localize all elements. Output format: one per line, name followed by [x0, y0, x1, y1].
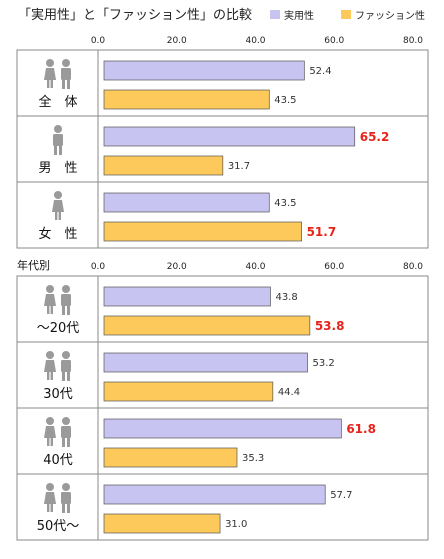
group-label: 男 性 [38, 161, 77, 176]
group-label: 30代 [43, 387, 73, 402]
x-tick-label: 0.0 [91, 36, 106, 46]
male-icon [53, 125, 63, 155]
bar-value-label: 43.8 [275, 292, 297, 303]
couple-icon [44, 483, 71, 513]
bar-value-label: 52.4 [309, 66, 331, 77]
couple-icon [44, 59, 71, 89]
fashion-bar [103, 513, 221, 534]
bar-value-label: 65.2 [360, 130, 390, 144]
bar-value-label: 35.3 [242, 453, 264, 464]
fashion-bar [103, 221, 302, 242]
male-figure-icon-1-2 [61, 417, 71, 447]
x-tick-label: 60.0 [324, 262, 344, 272]
couple-icon [44, 351, 71, 381]
chart-title: 「実用性」と「ファッション性」の比較 [18, 7, 252, 23]
x-tick-label: 20.0 [167, 36, 187, 46]
bar-value-label: 43.5 [274, 95, 296, 106]
bar-value-label: 51.7 [307, 225, 337, 239]
bar-value-label: 44.4 [278, 387, 300, 398]
legend-label-0: 実用性 [284, 9, 314, 22]
bar-value-label: 43.5 [274, 198, 296, 209]
x-tick-label: 40.0 [245, 262, 265, 272]
practical-bar [103, 352, 308, 373]
practical-bar [103, 484, 326, 505]
bar-value-label: 53.8 [315, 319, 345, 333]
x-tick-label: 40.0 [245, 36, 265, 46]
bar-value-label: 31.0 [225, 519, 247, 530]
legend-swatch-1 [341, 10, 351, 19]
practical-bar [103, 418, 342, 439]
male-figure-icon-1-0 [61, 285, 71, 315]
group-label: 全 体 [38, 94, 77, 110]
fashion-bar [103, 447, 238, 468]
couple-icon [44, 285, 71, 315]
legend-swatch-0 [270, 10, 280, 19]
panel-heading: 年代別 [17, 258, 50, 272]
bar-value-label: 57.7 [330, 490, 352, 501]
panel-frame [16, 49, 429, 249]
female-figure-icon-1-3 [44, 483, 56, 512]
female-figure-icon-1-2 [44, 417, 56, 446]
x-tick-label: 80.0 [403, 36, 423, 46]
female-figure-icon-0-0 [44, 59, 56, 88]
female-figure-icon-1-1 [44, 351, 56, 380]
bar-value-label: 61.8 [346, 422, 376, 436]
couple-icon [44, 417, 71, 447]
male-figure-icon-0-1 [53, 125, 63, 155]
practical-bar [103, 192, 270, 213]
x-tick-label: 60.0 [324, 36, 344, 46]
practical-bar [103, 60, 305, 81]
group-label: 50代〜 [37, 519, 80, 534]
fashion-bar [103, 155, 224, 176]
x-tick-label: 20.0 [167, 262, 187, 272]
group-label: 40代 [43, 453, 73, 468]
bar-value-label: 31.7 [228, 161, 250, 172]
group-label: 女 性 [38, 226, 77, 242]
female-figure-icon-1-0 [44, 285, 56, 314]
fashion-bar [103, 89, 270, 110]
legend-label-1: ファッション性 [355, 9, 425, 22]
fashion-bar [103, 381, 274, 402]
male-figure-icon-1-1 [61, 351, 71, 381]
female-icon [52, 191, 64, 220]
x-tick-label: 0.0 [91, 262, 106, 272]
male-figure-icon-0-0 [61, 59, 71, 89]
x-tick-label: 80.0 [403, 262, 423, 272]
male-figure-icon-1-3 [61, 483, 71, 513]
group-label: 〜20代 [37, 321, 80, 336]
female-figure-icon-0-2 [52, 191, 64, 220]
bar-value-label: 53.2 [312, 358, 334, 369]
practical-bar [103, 126, 356, 147]
fashion-bar [103, 315, 311, 336]
practical-bar [103, 286, 271, 307]
